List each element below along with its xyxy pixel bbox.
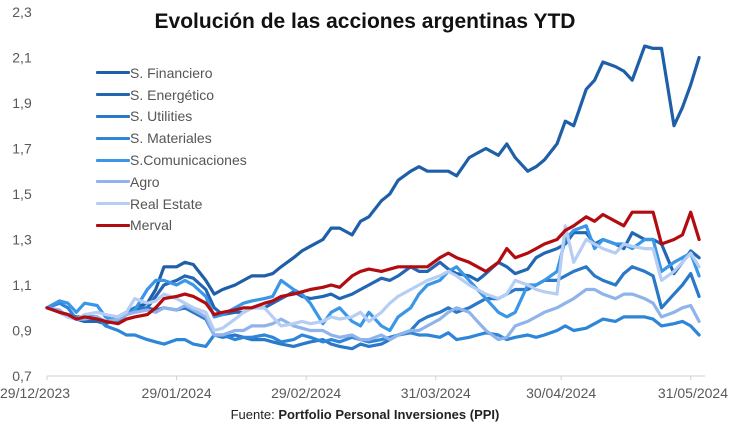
series-group	[45, 44, 701, 351]
legend-label: S. Materiales	[130, 130, 212, 147]
legend: S. Financiero S. Energético S. Utilities S.…	[96, 62, 247, 236]
legend-item: Real Estate	[96, 193, 247, 215]
legend-swatch	[96, 136, 130, 140]
x-axis: 29/12/2023 29/01/2024 29/02/2024 31/03/2024…	[0, 375, 728, 401]
x-tick-label: 29/02/2024	[271, 385, 341, 401]
x-tick-label: 29/12/2023	[0, 385, 70, 401]
series-line-s-materiales	[45, 301, 701, 348]
legend-item: Merval	[96, 215, 247, 237]
series-line-s-utilities	[45, 265, 701, 351]
legend-item: S. Utilities	[96, 106, 247, 128]
legend-label: S. Financiero	[130, 64, 213, 81]
legend-label: Real Estate	[130, 195, 203, 212]
y-tick-label: 0,9	[12, 323, 32, 339]
legend-swatch	[96, 114, 130, 118]
series-line-s-financiero	[45, 44, 701, 323]
y-tick-label: 1,1	[12, 277, 32, 293]
legend-swatch	[96, 158, 130, 162]
legend-swatch	[96, 223, 130, 227]
legend-item: Agro	[96, 171, 247, 193]
legend-swatch	[96, 180, 130, 184]
legend-label: S.Comunicaciones	[130, 152, 247, 169]
legend-item: S. Materiales	[96, 127, 247, 149]
y-tick-label: 2,1	[12, 50, 32, 66]
legend-swatch	[96, 202, 130, 206]
legend-label: Merval	[130, 217, 173, 234]
y-tick-label: 1,3	[12, 232, 32, 248]
legend-label: S. Energético	[130, 86, 215, 103]
legend-swatch	[96, 71, 130, 75]
y-tick-label: 1,7	[12, 141, 32, 157]
x-tick-label: 31/05/2024	[658, 385, 728, 401]
x-tick-label: 31/03/2024	[401, 385, 471, 401]
legend-label: S. Utilities	[130, 108, 193, 125]
series-line-real-estate	[45, 224, 701, 333]
y-tick-label: 1,9	[12, 95, 32, 111]
source-prefix: Fuente:	[230, 407, 279, 422]
y-tick-label: 0,7	[12, 368, 32, 384]
legend-swatch	[96, 93, 130, 97]
legend-item: S. Financiero	[96, 62, 247, 84]
y-axis: 0,7 0,9 1,1 1,3 1,5 1,7 1,9 2,1 2,3	[12, 4, 32, 384]
y-tick-label: 1,5	[12, 186, 32, 202]
source-name: Portfolio Personal Inversiones (PPI)	[278, 407, 500, 422]
legend-item: S. Energético	[96, 84, 247, 106]
series-line-merval	[45, 210, 701, 326]
source-note: Fuente: Portfolio Personal Inversiones (…	[0, 407, 730, 422]
series-line-agro	[45, 287, 701, 342]
legend-label: Agro	[130, 173, 160, 190]
x-tick-label: 29/01/2024	[142, 385, 212, 401]
x-tick-label: 30/04/2024	[526, 385, 596, 401]
y-tick-label: 2,3	[12, 4, 32, 20]
legend-item: S.Comunicaciones	[96, 149, 247, 171]
chart-title: Evolución de las acciones argentinas YTD	[154, 10, 576, 33]
